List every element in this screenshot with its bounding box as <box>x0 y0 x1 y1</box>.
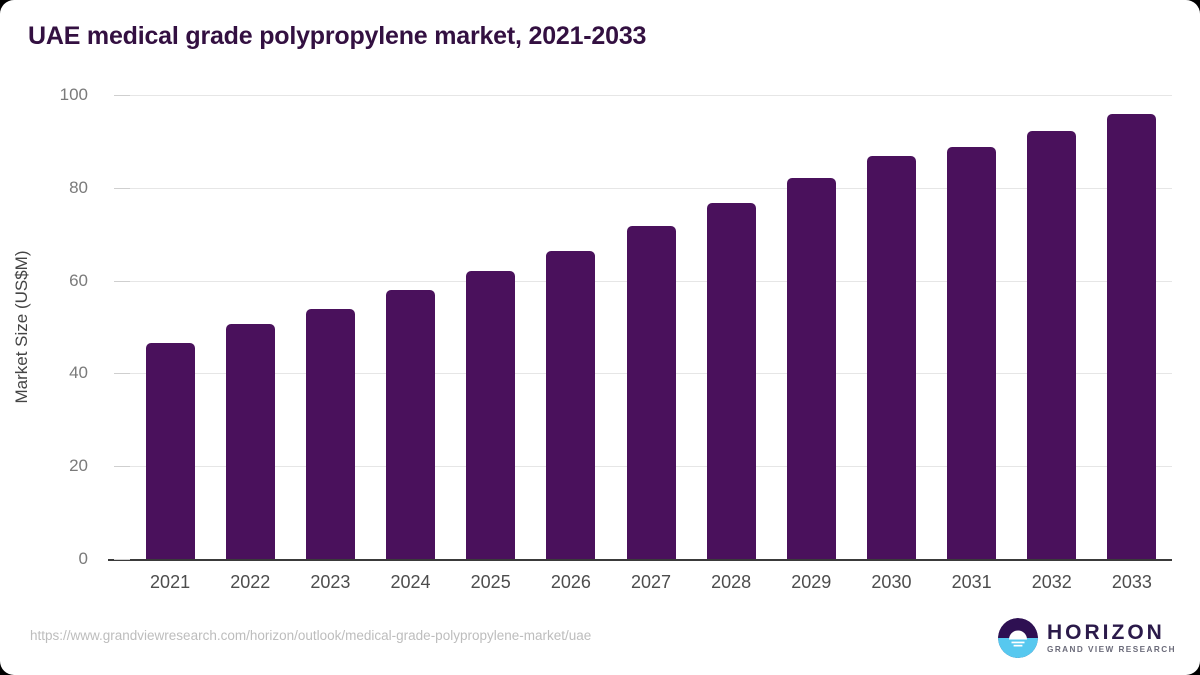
y-tick-label: 80 <box>69 177 88 197</box>
gridline <box>130 187 1172 189</box>
logo-wordmark: HORIZON <box>1047 620 1165 644</box>
x-axis-line <box>108 559 1172 561</box>
y-tick-label: 100 <box>59 85 88 104</box>
y-tick-mark <box>114 187 130 189</box>
bar[interactable] <box>305 309 355 559</box>
x-tick-label: 2027 <box>630 572 672 592</box>
plot-area: 0 20 40 60 80 100 <box>60 85 1172 568</box>
bar[interactable] <box>786 177 836 559</box>
x-tick-label: 2025 <box>470 572 511 592</box>
bar[interactable] <box>706 202 756 559</box>
gridline <box>130 95 1172 96</box>
bar[interactable] <box>145 342 195 559</box>
y-tick-label: 20 <box>69 456 88 476</box>
x-tick-label: 2021 <box>150 572 191 592</box>
x-tick-label: 2028 <box>711 572 752 592</box>
x-tick-label: 2029 <box>791 572 832 592</box>
chart-title: UAE medical grade polypropylene market, … <box>28 22 647 50</box>
y-tick-label: 60 <box>69 270 88 290</box>
x-tick-label: 2031 <box>951 572 992 592</box>
bar[interactable] <box>1027 130 1077 559</box>
y-tick-label: 40 <box>69 363 88 383</box>
bar[interactable] <box>386 289 436 559</box>
logo-tagline: GRAND VIEW RESEARCH <box>1047 644 1176 654</box>
x-tick-label: 2030 <box>871 572 912 592</box>
x-tick-label: 2033 <box>1111 572 1152 592</box>
bar[interactable] <box>947 146 997 559</box>
horizon-logo: HORIZON GRAND VIEW RESEARCH <box>998 618 1176 658</box>
bar[interactable] <box>866 156 916 559</box>
y-tick-mark <box>114 95 130 96</box>
horizon-sun-icon <box>998 618 1038 658</box>
bar[interactable] <box>626 226 676 559</box>
x-tick-label: 2032 <box>1031 572 1072 592</box>
y-tick-mark <box>114 466 130 468</box>
source-url[interactable]: https://www.grandviewresearch.com/horizo… <box>30 628 592 643</box>
y-tick-mark <box>114 373 130 375</box>
bar[interactable] <box>225 324 275 559</box>
x-tick-label: 2026 <box>550 572 591 592</box>
gridline <box>130 559 1172 560</box>
x-tick-label: 2024 <box>390 572 431 592</box>
bar[interactable] <box>466 270 516 559</box>
horizon-logo-text: HORIZON GRAND VIEW RESEARCH <box>1047 622 1176 654</box>
y-tick-mark <box>114 280 130 282</box>
y-tick-mark <box>114 559 130 560</box>
x-tick-label: 2023 <box>310 572 351 592</box>
bar[interactable] <box>546 250 596 559</box>
horizon-logo-icon <box>998 618 1038 658</box>
y-tick-label: 0 <box>78 549 88 568</box>
x-tick-label: 2022 <box>230 572 271 592</box>
bar[interactable] <box>1107 113 1157 559</box>
